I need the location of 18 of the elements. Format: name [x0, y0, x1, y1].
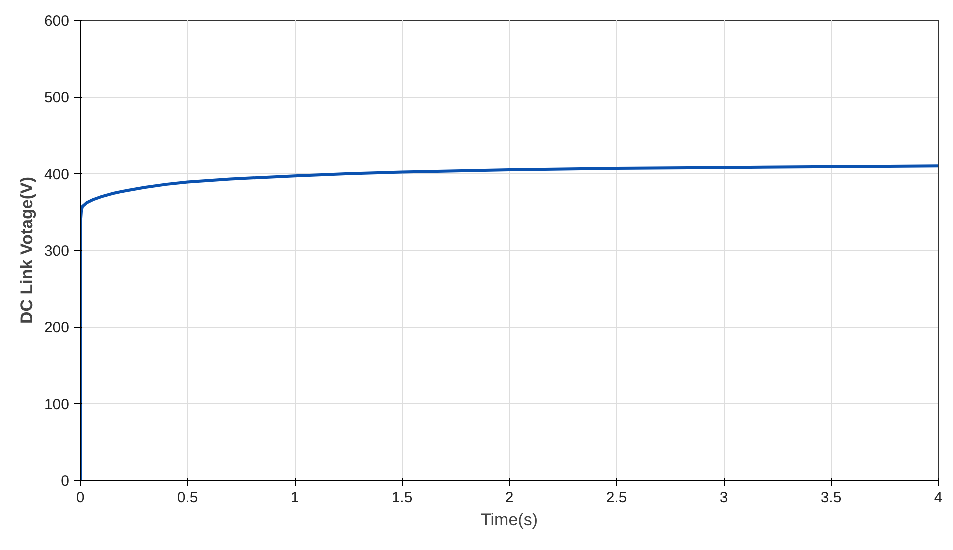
x-tick-label: 0	[76, 490, 85, 506]
y-tick-label: 600	[44, 13, 70, 30]
y-tick-label: 500	[44, 90, 70, 107]
y-tick-label: 100	[44, 396, 70, 414]
x-tick-label: 0.5	[177, 490, 198, 506]
x-tick-label: 3.5	[820, 490, 842, 506]
x-tick-label: 3	[720, 490, 728, 506]
y-tick-label: 0	[61, 473, 70, 490]
y-tick-label: 300	[44, 243, 70, 260]
y-axis-title: DC Link Votage(V)	[17, 176, 36, 324]
x-tick-label: 4	[934, 490, 943, 506]
x-tick-label: 2	[505, 490, 514, 506]
y-tick-label: 400	[44, 166, 70, 184]
x-axis-title: Time(s)	[481, 510, 538, 530]
x-tick-label: 2.5	[606, 490, 628, 506]
x-tick-label: 1.5	[392, 490, 413, 506]
y-tick-label: 200	[44, 320, 70, 337]
x-tick-label: 1	[290, 490, 300, 506]
